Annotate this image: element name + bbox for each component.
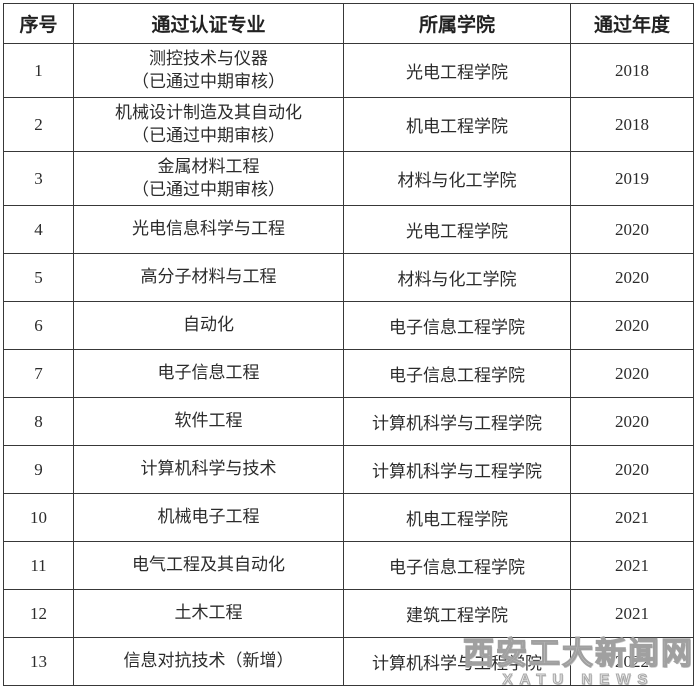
year-cell: 2020 bbox=[570, 253, 694, 302]
year-cell: 2020 bbox=[570, 301, 694, 350]
major-name: 金属材料工程 bbox=[157, 156, 260, 176]
table-row: 2 机械设计制造及其自动化 （已通过中期审核） 机电工程学院 2018 bbox=[3, 97, 694, 152]
year-cell: 2018 bbox=[570, 43, 694, 98]
table-row: 8 软件工程 计算机科学与工程学院 2020 bbox=[3, 397, 694, 446]
serial-number-cell: 1 bbox=[3, 43, 74, 98]
year-cell: 2018 bbox=[570, 97, 694, 152]
college-cell: 光电工程学院 bbox=[343, 205, 571, 254]
major-cell: 电气工程及其自动化 bbox=[73, 541, 344, 590]
college-cell: 建筑工程学院 bbox=[343, 589, 571, 638]
accredited-majors-table: 序号 通过认证专业 所属学院 通过年度 1 测控技术与仪器 （已通过中期审核） 光电工… bbox=[3, 3, 694, 686]
year-cell: 2020 bbox=[570, 205, 694, 254]
table-row: 5 高分子材料与工程 材料与化工学院 2020 bbox=[3, 253, 694, 302]
college-cell: 机电工程学院 bbox=[343, 97, 571, 152]
college-cell: 计算机科学与工程学院 bbox=[343, 445, 571, 494]
college-cell: 计算机科学与工程学院 bbox=[343, 397, 571, 446]
major-name: 土木工程 bbox=[174, 603, 243, 623]
major-cell: 自动化 bbox=[73, 301, 344, 350]
header-row: 序号 通过认证专业 所属学院 通过年度 bbox=[3, 3, 694, 44]
year-cell: 2020 bbox=[570, 349, 694, 398]
major-cell: 信息对抗技术（新增） bbox=[73, 637, 344, 686]
serial-number-cell: 2 bbox=[3, 97, 74, 152]
major-name: 机械设计制造及其自动化 bbox=[115, 102, 302, 122]
year-cell: 2019 bbox=[570, 151, 694, 206]
serial-number-cell: 9 bbox=[3, 445, 74, 494]
year-cell: 2021 bbox=[570, 589, 694, 638]
header-certified-major: 通过认证专业 bbox=[73, 3, 344, 44]
major-cell: 电子信息工程 bbox=[73, 349, 344, 398]
serial-number-cell: 8 bbox=[3, 397, 74, 446]
year-cell: 2022 bbox=[570, 637, 694, 686]
major-name: 软件工程 bbox=[174, 411, 243, 431]
college-cell: 电子信息工程学院 bbox=[343, 301, 571, 350]
major-name: 光电信息科学与工程 bbox=[132, 219, 285, 239]
college-cell: 材料与化工学院 bbox=[343, 253, 571, 302]
table-body: 1 测控技术与仪器 （已通过中期审核） 光电工程学院 2018 2 机械设计制造及其自动化（… bbox=[3, 43, 694, 686]
major-cell: 软件工程 bbox=[73, 397, 344, 446]
year-cell: 2020 bbox=[570, 445, 694, 494]
major-cell: 机械电子工程 bbox=[73, 493, 344, 542]
serial-number-cell: 4 bbox=[3, 205, 74, 254]
serial-number-cell: 10 bbox=[3, 493, 74, 542]
major-cell: 计算机科学与技术 bbox=[73, 445, 344, 494]
table-row: 9 计算机科学与技术 计算机科学与工程学院 2020 bbox=[3, 445, 694, 494]
serial-number-cell: 13 bbox=[3, 637, 74, 686]
serial-number-cell: 6 bbox=[3, 301, 74, 350]
serial-number-cell: 5 bbox=[3, 253, 74, 302]
header-serial-number: 序号 bbox=[3, 3, 74, 44]
major-name: 机械电子工程 bbox=[157, 507, 260, 527]
major-name: 信息对抗技术（新增） bbox=[123, 651, 294, 671]
table-row: 4 光电信息科学与工程 光电工程学院 2020 bbox=[3, 205, 694, 254]
table-row: 11 电气工程及其自动化 电子信息工程学院 2021 bbox=[3, 541, 694, 590]
header-year-passed: 通过年度 bbox=[570, 3, 694, 44]
major-cell: 光电信息科学与工程 bbox=[73, 205, 344, 254]
major-cell: 土木工程 bbox=[73, 589, 344, 638]
college-cell: 机电工程学院 bbox=[343, 493, 571, 542]
major-midterm-note: （已通过中期审核） bbox=[132, 125, 285, 145]
major-name: 高分子材料与工程 bbox=[140, 267, 277, 287]
serial-number-cell: 7 bbox=[3, 349, 74, 398]
table-row: 13 信息对抗技术（新增） 计算机科学与工程学院 2022 bbox=[3, 637, 694, 686]
college-cell: 电子信息工程学院 bbox=[343, 349, 571, 398]
major-cell: 高分子材料与工程 bbox=[73, 253, 344, 302]
year-cell: 2021 bbox=[570, 493, 694, 542]
major-name: 测控技术与仪器 bbox=[149, 48, 268, 68]
major-name: 计算机科学与技术 bbox=[140, 459, 277, 479]
header-college: 所属学院 bbox=[343, 3, 571, 44]
serial-number-cell: 12 bbox=[3, 589, 74, 638]
college-cell: 计算机科学与工程学院 bbox=[343, 637, 571, 686]
major-midterm-note: （已通过中期审核） bbox=[132, 179, 285, 199]
major-name: 自动化 bbox=[183, 315, 234, 335]
table-row: 3 金属材料工程 （已通过中期审核） 材料与化工学院 2019 bbox=[3, 151, 694, 206]
year-cell: 2021 bbox=[570, 541, 694, 590]
college-cell: 光电工程学院 bbox=[343, 43, 571, 98]
table-row: 10 机械电子工程 机电工程学院 2021 bbox=[3, 493, 694, 542]
college-cell: 电子信息工程学院 bbox=[343, 541, 571, 590]
table-row: 1 测控技术与仪器 （已通过中期审核） 光电工程学院 2018 bbox=[3, 43, 694, 98]
major-name: 电子信息工程 bbox=[157, 363, 260, 383]
year-cell: 2020 bbox=[570, 397, 694, 446]
table-row: 12 土木工程 建筑工程学院 2021 bbox=[3, 589, 694, 638]
table-row: 7 电子信息工程 电子信息工程学院 2020 bbox=[3, 349, 694, 398]
major-name: 电气工程及其自动化 bbox=[132, 555, 285, 575]
major-cell: 金属材料工程 （已通过中期审核） bbox=[73, 151, 344, 206]
major-midterm-note: （已通过中期审核） bbox=[132, 71, 285, 91]
serial-number-cell: 11 bbox=[3, 541, 74, 590]
major-cell: 机械设计制造及其自动化 （已通过中期审核） bbox=[73, 97, 344, 152]
college-cell: 材料与化工学院 bbox=[343, 151, 571, 206]
major-cell: 测控技术与仪器 （已通过中期审核） bbox=[73, 43, 344, 98]
serial-number-cell: 3 bbox=[3, 151, 74, 206]
table-row: 6 自动化 电子信息工程学院 2020 bbox=[3, 301, 694, 350]
